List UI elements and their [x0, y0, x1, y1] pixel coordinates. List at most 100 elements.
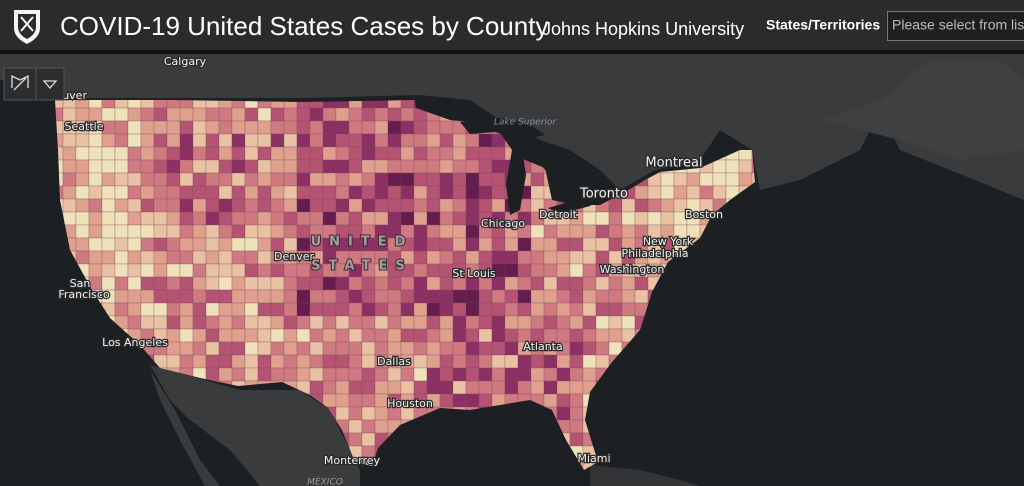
county-cell[interactable]	[244, 263, 259, 278]
county-cell[interactable]	[153, 159, 168, 174]
county-cell[interactable]	[608, 211, 623, 226]
county-cell[interactable]	[491, 354, 506, 369]
county-cell[interactable]	[179, 328, 194, 343]
county-cell[interactable]	[62, 146, 77, 161]
county-cell[interactable]	[322, 289, 337, 304]
county-cell[interactable]	[335, 406, 350, 421]
county-cell[interactable]	[543, 237, 558, 252]
county-cell[interactable]	[413, 289, 428, 304]
county-cell[interactable]	[543, 302, 558, 317]
county-cell[interactable]	[75, 172, 90, 187]
county-cell[interactable]	[205, 185, 220, 200]
county-cell[interactable]	[478, 237, 493, 252]
county-cell[interactable]	[75, 133, 90, 148]
county-cell[interactable]	[387, 367, 402, 382]
county-cell[interactable]	[712, 185, 727, 200]
county-cell[interactable]	[582, 341, 597, 356]
county-cell[interactable]	[439, 172, 454, 187]
county-cell[interactable]	[478, 133, 493, 148]
county-cell[interactable]	[582, 263, 597, 278]
county-cell[interactable]	[283, 341, 298, 356]
county-cell[interactable]	[478, 159, 493, 174]
county-cell[interactable]	[413, 224, 428, 239]
county-cell[interactable]	[140, 315, 155, 330]
county-cell[interactable]	[543, 315, 558, 330]
county-cell[interactable]	[608, 224, 623, 239]
county-cell[interactable]	[478, 289, 493, 304]
county-cell[interactable]	[270, 224, 285, 239]
county-cell[interactable]	[205, 289, 220, 304]
county-cell[interactable]	[270, 263, 285, 278]
county-cell[interactable]	[179, 133, 194, 148]
county-cell[interactable]	[205, 133, 220, 148]
county-cell[interactable]	[114, 263, 129, 278]
county-cell[interactable]	[556, 367, 571, 382]
county-cell[interactable]	[374, 341, 389, 356]
county-cell[interactable]	[192, 185, 207, 200]
county-cell[interactable]	[153, 172, 168, 187]
county-cell[interactable]	[348, 185, 363, 200]
county-cell[interactable]	[231, 367, 246, 382]
county-cell[interactable]	[166, 315, 181, 330]
county-cell[interactable]	[322, 159, 337, 174]
county-cell[interactable]	[491, 328, 506, 343]
county-cell[interactable]	[88, 237, 103, 252]
county-cell[interactable]	[140, 302, 155, 317]
county-cell[interactable]	[400, 315, 415, 330]
county-cell[interactable]	[296, 146, 311, 161]
county-cell[interactable]	[556, 250, 571, 265]
county-cell[interactable]	[322, 354, 337, 369]
county-cell[interactable]	[491, 289, 506, 304]
county-cell[interactable]	[205, 198, 220, 213]
county-cell[interactable]	[478, 380, 493, 395]
county-cell[interactable]	[231, 198, 246, 213]
county-cell[interactable]	[309, 276, 324, 291]
county-cell[interactable]	[387, 302, 402, 317]
county-cell[interactable]	[192, 211, 207, 226]
county-cell[interactable]	[348, 367, 363, 382]
county-cell[interactable]	[140, 263, 155, 278]
county-cell[interactable]	[387, 341, 402, 356]
county-cell[interactable]	[231, 211, 246, 226]
county-cell[interactable]	[88, 198, 103, 213]
county-cell[interactable]	[166, 133, 181, 148]
county-cell[interactable]	[543, 289, 558, 304]
county-cell[interactable]	[699, 172, 714, 187]
county-cell[interactable]	[296, 185, 311, 200]
county-cell[interactable]	[452, 146, 467, 161]
county-cell[interactable]	[244, 341, 259, 356]
county-cell[interactable]	[88, 172, 103, 187]
county-cell[interactable]	[192, 133, 207, 148]
county-cell[interactable]	[153, 133, 168, 148]
county-cell[interactable]	[244, 198, 259, 213]
county-cell[interactable]	[270, 120, 285, 135]
county-cell[interactable]	[283, 354, 298, 369]
select-tool-button[interactable]	[3, 67, 37, 101]
county-cell[interactable]	[127, 276, 142, 291]
county-cell[interactable]	[166, 224, 181, 239]
county-cell[interactable]	[192, 263, 207, 278]
county-cell[interactable]	[231, 159, 246, 174]
county-cell[interactable]	[374, 380, 389, 395]
county-cell[interactable]	[270, 146, 285, 161]
county-cell[interactable]	[283, 107, 298, 122]
county-cell[interactable]	[88, 133, 103, 148]
county-cell[interactable]	[439, 250, 454, 265]
county-cell[interactable]	[361, 159, 376, 174]
filter-select-box[interactable]	[887, 11, 1024, 41]
county-cell[interactable]	[530, 354, 545, 369]
county-cell[interactable]	[465, 198, 480, 213]
county-cell[interactable]	[127, 146, 142, 161]
county-cell[interactable]	[621, 315, 636, 330]
county-cell[interactable]	[296, 198, 311, 213]
county-cell[interactable]	[166, 276, 181, 291]
county-cell[interactable]	[322, 211, 337, 226]
county-cell[interactable]	[413, 120, 428, 135]
county-cell[interactable]	[478, 393, 493, 408]
county-cell[interactable]	[296, 302, 311, 317]
county-cell[interactable]	[88, 146, 103, 161]
county-cell[interactable]	[426, 146, 441, 161]
county-cell[interactable]	[582, 302, 597, 317]
county-cell[interactable]	[296, 289, 311, 304]
county-cell[interactable]	[231, 185, 246, 200]
